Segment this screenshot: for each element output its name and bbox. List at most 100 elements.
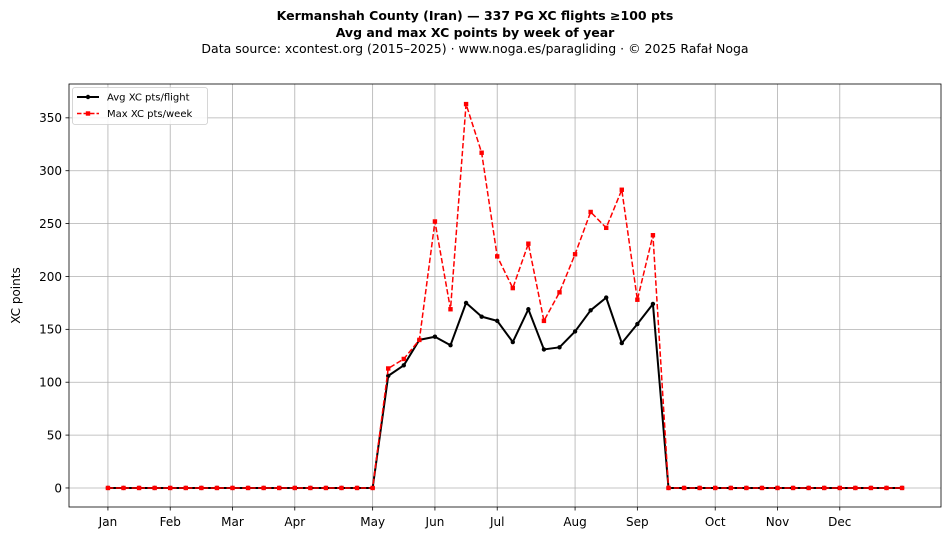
plot-frame [68, 83, 942, 508]
x-tick-label: Dec [828, 515, 851, 529]
data-point [604, 225, 609, 231]
y-tick-label: 300 [39, 164, 62, 178]
data-point [448, 307, 453, 312]
data-point [899, 485, 905, 491]
y-tick-label: 50 [47, 428, 62, 442]
y-axis: 0 50 100 150 200 250 300 350 [39, 111, 69, 495]
data-point [681, 485, 687, 491]
data-point [463, 300, 469, 306]
data-point [339, 485, 344, 491]
data-point [199, 485, 204, 491]
series-max [105, 101, 905, 491]
data-point [588, 308, 593, 313]
legend-label: Max XC pts/week [107, 109, 192, 120]
data-point [650, 301, 656, 307]
x-tick-label: Aug [563, 515, 586, 529]
data-point [541, 318, 547, 324]
data-point [557, 345, 562, 350]
data-point [541, 347, 547, 352]
series-line [107, 296, 903, 489]
x-tick-label: Jan [98, 515, 118, 529]
chart-subtitle: Avg and max XC points by week of year [335, 24, 615, 40]
data-point [308, 485, 313, 491]
data-point [619, 187, 624, 192]
data-point [370, 485, 375, 491]
x-tick-label: Apr [284, 515, 305, 529]
data-point [806, 485, 811, 491]
x-axis: Jan Feb Mar Apr May Jun Jul Aug Sep Oct Nov Dec [98, 507, 851, 529]
y-tick-label: 350 [39, 111, 62, 125]
series-avg [105, 295, 905, 491]
data-point [495, 254, 500, 259]
data-point [713, 485, 718, 491]
chart-title-block: Kermanshah County (Iran) — 337 PG XC fli… [0, 8, 950, 58]
legend: Avg XC pts/flight Max XC pts/week [72, 87, 208, 125]
data-point [495, 318, 500, 324]
chart-title: Kermanshah County (Iran) — 337 PG XC fli… [276, 8, 674, 23]
data-point [245, 485, 251, 491]
data-point [728, 485, 733, 491]
data-point [230, 485, 235, 491]
data-point [105, 485, 111, 491]
data-source-note: Data source: xcontest.org (2015–2025) · … [201, 41, 749, 56]
data-point [261, 485, 266, 491]
data-point [214, 485, 220, 491]
legend-marker [85, 94, 91, 100]
data-point [588, 209, 593, 215]
y-tick-label: 150 [39, 323, 62, 337]
legend-frame [72, 87, 208, 125]
data-point [650, 233, 656, 238]
data-point [837, 485, 842, 491]
data-point [853, 485, 858, 491]
y-tick-label: 0 [54, 481, 62, 495]
data-point [417, 337, 422, 343]
data-point [775, 485, 780, 491]
data-point [572, 329, 578, 334]
data-point [292, 485, 297, 491]
x-tick-label: Jun [425, 515, 445, 529]
data-point [666, 485, 671, 491]
data-point [432, 219, 438, 224]
x-tick-label: Oct [705, 515, 726, 529]
data-point [526, 241, 531, 246]
data-point [136, 485, 142, 491]
data-point [323, 485, 329, 491]
legend-marker [85, 111, 91, 116]
x-tick-label: Mar [221, 515, 244, 529]
data-point [479, 150, 484, 155]
data-point [884, 485, 889, 491]
x-tick-label: Sep [626, 515, 649, 529]
x-tick-label: Nov [766, 515, 789, 529]
data-point [619, 340, 624, 346]
data-point [510, 339, 515, 345]
data-point [168, 485, 173, 491]
data-point [557, 290, 562, 295]
data-point [432, 334, 438, 339]
y-tick-label: 200 [39, 270, 62, 284]
data-point [868, 485, 874, 491]
y-tick-label: 100 [39, 376, 62, 390]
data-point [401, 363, 406, 368]
data-point [744, 485, 749, 491]
series-layer [105, 101, 905, 491]
data-point [386, 366, 391, 371]
data-point [526, 307, 531, 312]
series-line [107, 103, 903, 489]
data-point [448, 343, 453, 348]
data-point [183, 485, 188, 491]
data-point [790, 485, 796, 491]
legend-label: Avg XC pts/flight [107, 93, 190, 104]
data-point [635, 321, 640, 327]
data-point [152, 485, 157, 491]
x-tick-label: Feb [160, 515, 181, 529]
y-axis-label: XC points [9, 267, 23, 323]
data-point [822, 485, 827, 491]
x-tick-label: May [360, 515, 385, 529]
data-point [354, 485, 360, 491]
data-point [277, 485, 282, 491]
data-point [463, 101, 469, 107]
data-point [510, 285, 515, 291]
x-tick-label: Jul [489, 515, 504, 529]
data-point [604, 295, 609, 300]
